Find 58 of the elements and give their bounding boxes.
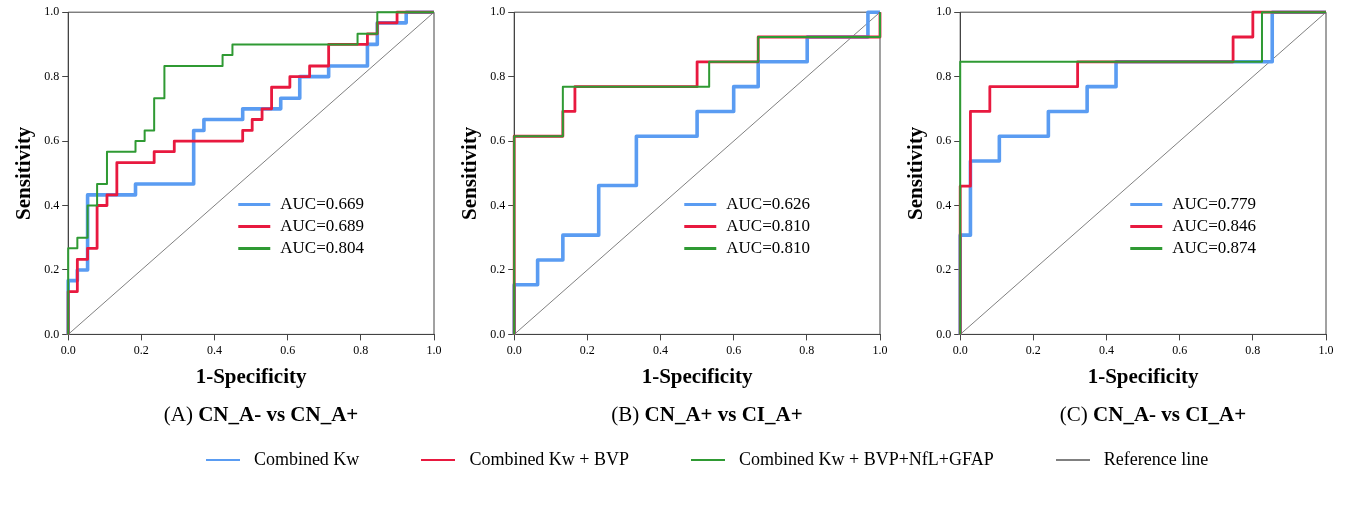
y-tick-label: 0.0 [936, 326, 952, 341]
x-tick-label: 0.0 [952, 342, 968, 357]
legend-label: AUC=0.810 [726, 215, 810, 235]
y-axis-title: Sensitivity [457, 126, 482, 220]
legend-label: Combined Kw [253, 449, 360, 470]
x-tick-label: 0.6 [1172, 342, 1188, 357]
y-axis-title: Sensitivity [903, 126, 928, 220]
y-tick-label: 1.0 [490, 4, 506, 19]
legend-label: AUC=0.804 [280, 237, 365, 257]
legend-label: Combined Kw + BVP [469, 449, 630, 470]
legend-label: AUC=0.626 [726, 193, 810, 213]
x-tick-label: 0.8 [799, 342, 815, 357]
x-tick-label: 0.0 [60, 342, 76, 357]
x-tick-label: 0.4 [1099, 342, 1115, 357]
y-axis-title: Sensitivity [11, 126, 36, 220]
x-tick-label: 0.6 [280, 342, 296, 357]
legend-label: Combined Kw + BVP+NfL+GFAP [739, 449, 994, 470]
legend-label: AUC=0.779 [1172, 193, 1256, 213]
x-axis-title: 1-Specificity [195, 363, 307, 388]
x-tick-label: 0.4 [653, 342, 669, 357]
y-tick-label: 0.8 [44, 68, 60, 83]
y-tick-label: 0.6 [490, 133, 506, 148]
x-tick-label: 0.8 [1245, 342, 1261, 357]
x-tick-label: 0.0 [506, 342, 522, 357]
legend-label: AUC=0.846 [1172, 215, 1256, 235]
legend-label: AUC=0.874 [1172, 237, 1257, 257]
x-tick-label: 0.2 [133, 342, 149, 357]
x-axis-title: 1-Specificity [641, 363, 753, 388]
x-tick-label: 0.2 [579, 342, 595, 357]
y-tick-label: 1.0 [936, 4, 952, 19]
y-tick-label: 0.0 [44, 326, 60, 341]
y-tick-label: 0.0 [490, 326, 506, 341]
text: (B) CN_A+ vs CI_A+ [611, 402, 803, 426]
y-tick-label: 0.8 [490, 68, 506, 83]
y-tick-label: 0.6 [936, 133, 952, 148]
y-tick-label: 0.4 [490, 197, 506, 212]
legend-label: AUC=0.669 [280, 193, 364, 213]
x-tick-label: 1.0 [1318, 342, 1334, 357]
x-tick-label: 1.0 [872, 342, 888, 357]
y-tick-label: 0.2 [936, 262, 952, 277]
x-tick-label: 0.6 [726, 342, 742, 357]
x-tick-label: 0.8 [353, 342, 369, 357]
legend-label: AUC=0.810 [726, 237, 810, 257]
x-tick-label: 1.0 [426, 342, 442, 357]
legend-label: Reference line [1103, 449, 1209, 470]
y-tick-label: 0.2 [44, 262, 60, 277]
y-tick-label: 0.4 [936, 197, 952, 212]
y-tick-label: 0.4 [44, 197, 60, 212]
y-tick-label: 0.2 [490, 262, 506, 277]
y-tick-label: 1.0 [44, 4, 60, 19]
x-tick-label: 0.4 [207, 342, 223, 357]
x-tick-label: 0.2 [1025, 342, 1041, 357]
text: (C) CN_A- vs CI_A+ [1059, 402, 1247, 426]
y-tick-label: 0.6 [44, 133, 60, 148]
x-axis-title: 1-Specificity [1087, 363, 1199, 388]
legend-label: AUC=0.689 [280, 215, 364, 235]
y-tick-label: 0.8 [936, 68, 952, 83]
text: (A) CN_A- vs CN_A+ [163, 402, 359, 426]
